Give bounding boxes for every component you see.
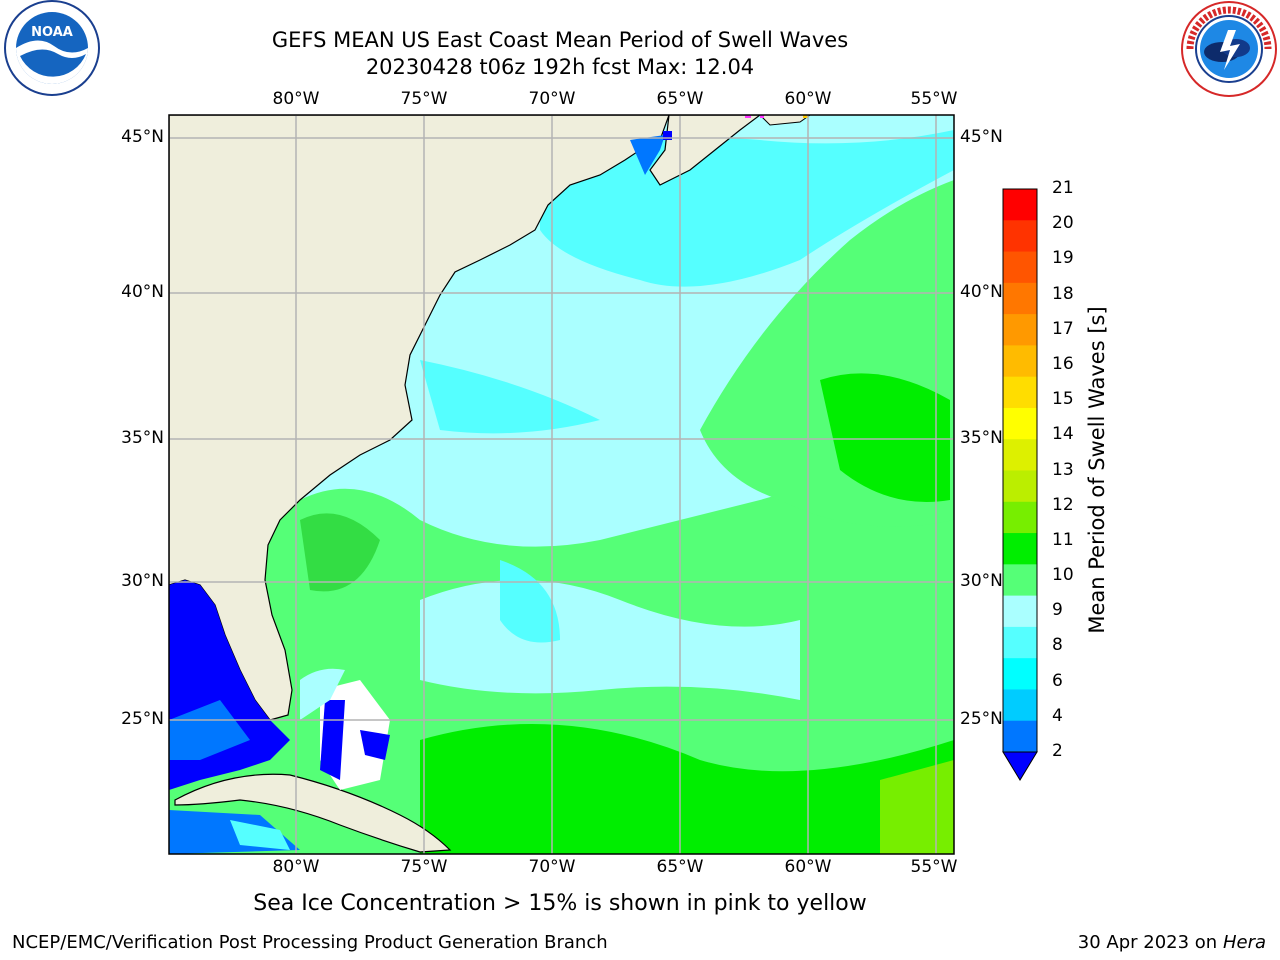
colorbar-tick-label: 15 xyxy=(1052,389,1074,410)
colorbar-band xyxy=(1003,345,1037,378)
colorbar-tick-label: 16 xyxy=(1052,353,1074,374)
colorbar-band xyxy=(1003,470,1037,503)
footer-credit: NCEP/EMC/Verification Post Processing Pr… xyxy=(12,932,608,953)
graticule xyxy=(169,115,954,854)
colorbar-band xyxy=(1003,533,1037,565)
colorbar-under-arrow xyxy=(1002,751,1038,781)
colorbar-band xyxy=(1003,314,1037,346)
colorbar-tick-label: 14 xyxy=(1052,424,1074,445)
footer-date: 30 Apr 2023 on Hera xyxy=(1078,932,1266,953)
colorbar-tick-label: 11 xyxy=(1052,529,1074,550)
lat-label-right: 35°N xyxy=(960,428,1003,448)
footer-host: Hera xyxy=(1222,932,1266,953)
colorbar-band xyxy=(1003,689,1037,722)
colorbar-band xyxy=(1003,439,1037,471)
lat-label-left: 30°N xyxy=(121,571,164,591)
map-title: GEFS MEAN US East Coast Mean Period of S… xyxy=(271,28,849,52)
lon-label-bottom: 55°W xyxy=(910,857,958,877)
colorbar-band xyxy=(1003,282,1037,315)
colorbar-tick-label: 12 xyxy=(1052,494,1074,515)
lon-label-top: 70°W xyxy=(528,89,576,109)
lat-label-right: 40°N xyxy=(960,282,1003,302)
period-10-11-zone xyxy=(420,724,954,854)
colorbar-tick-label: 17 xyxy=(1052,318,1074,339)
colorbar-band xyxy=(1003,376,1037,409)
lat-label-right: 25°N xyxy=(960,709,1003,729)
colorbar-title: Mean Period of Swell Waves [s] xyxy=(1085,306,1109,634)
lon-label-top: 60°W xyxy=(784,89,832,109)
lat-label-left: 25°N xyxy=(121,709,164,729)
colorbar-tick-label: 21 xyxy=(1052,178,1074,198)
colorbar-tick-label: 4 xyxy=(1052,705,1063,726)
colorbar-tick-label: 10 xyxy=(1052,565,1074,586)
lon-label-bottom: 70°W xyxy=(528,857,576,877)
colorbar-tick-label: 18 xyxy=(1052,283,1074,304)
colorbar-tick-label: 13 xyxy=(1052,459,1074,480)
colorbar-band xyxy=(1003,626,1037,659)
cuba-land xyxy=(174,773,452,853)
colorbar-band xyxy=(1003,189,1037,221)
lon-label-top: 65°W xyxy=(656,89,704,109)
lon-label-top: 75°W xyxy=(400,89,448,109)
lon-label-top: 55°W xyxy=(910,89,958,109)
map-frame xyxy=(168,114,955,855)
colorbar-band xyxy=(1003,595,1037,628)
lon-label-top: 80°W xyxy=(272,89,320,109)
lon-label-bottom: 60°W xyxy=(784,857,832,877)
colorbar-tick-label: 20 xyxy=(1052,213,1074,234)
lat-label-left: 40°N xyxy=(121,282,164,302)
colorbar-tick-label: 9 xyxy=(1052,600,1063,621)
lat-label-right: 30°N xyxy=(960,571,1003,591)
noaa-logo: NOAA xyxy=(4,0,100,96)
colorbar xyxy=(1002,188,1038,781)
lon-label-bottom: 65°W xyxy=(656,857,704,877)
colorbar-band xyxy=(1003,720,1037,753)
lon-label-bottom: 80°W xyxy=(272,857,320,877)
colorbar-band xyxy=(1003,407,1037,440)
colorbar-band xyxy=(1003,658,1037,690)
colorbar-tick-label: 6 xyxy=(1052,670,1063,691)
lat-label-right: 45°N xyxy=(960,127,1003,147)
sea-ice-note: Sea Ice Concentration > 15% is shown in … xyxy=(253,891,867,916)
colorbar-tick-label: 2 xyxy=(1052,741,1063,761)
map-subtitle: 20230428 t06z 192h fcst Max: 12.04 xyxy=(365,55,755,79)
colorbar-band xyxy=(1003,220,1037,253)
colorbar-band xyxy=(1003,564,1037,597)
colorbar-tick-label: 19 xyxy=(1052,248,1074,269)
nws-logo xyxy=(1181,1,1277,97)
colorbar-band xyxy=(1003,251,1037,284)
lon-label-bottom: 75°W xyxy=(400,857,448,877)
colorbar-band xyxy=(1003,501,1037,534)
footer-date-text: 30 Apr 2023 on xyxy=(1077,932,1223,953)
svg-text:NOAA: NOAA xyxy=(31,25,73,40)
lat-label-left: 45°N xyxy=(121,127,164,147)
colorbar-tick-label: 8 xyxy=(1052,635,1063,656)
lat-label-left: 35°N xyxy=(121,428,164,448)
